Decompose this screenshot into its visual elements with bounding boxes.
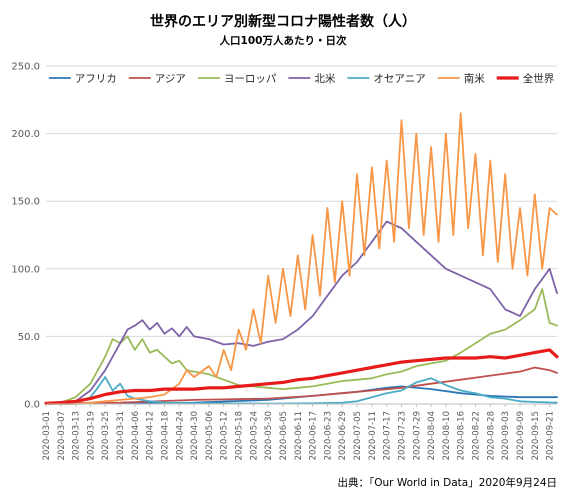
x-tick-label: 2020-09-03 [501, 411, 511, 460]
x-tick-label: 2020-03-25 [101, 411, 111, 460]
x-tick-label: 2020-03-07 [57, 411, 67, 460]
legend-label: 北米 [314, 72, 335, 85]
legend-item: アジア [128, 73, 186, 85]
y-tick-label: 150.0 [11, 197, 40, 208]
x-tick-label: 2020-08-04 [427, 411, 437, 460]
legend-item: ヨーロッパ [197, 73, 277, 85]
x-tick-label: 2020-04-06 [131, 411, 141, 460]
chart-subtitle: 人口100万人あたり・日次 [220, 34, 347, 47]
x-tick-label: 2020-07-29 [412, 411, 422, 460]
source-note: 出典：「Our World in Data」2020年9月24日 [338, 476, 558, 489]
x-tick-label: 2020-05-12 [220, 411, 230, 460]
x-tick-label: 2020-06-17 [309, 411, 319, 460]
legend-item: 南米 [437, 72, 485, 85]
legend-item: オセアニア [347, 73, 426, 85]
series-line-北米 [45, 220, 558, 405]
legend-item: 全世界 [496, 72, 555, 85]
chart-title: 世界のエリア別新型コロナ陽性者数（人） [150, 13, 416, 30]
x-tick-label: 2020-07-05 [353, 411, 363, 460]
x-tick-label: 2020-06-29 [338, 411, 348, 460]
x-tick-label: 2020-03-31 [116, 411, 126, 460]
grid-lines [46, 65, 557, 337]
legend-label: ヨーロッパ [224, 73, 277, 85]
legend: アフリカ アジア ヨーロッパ 北米 オセアニア 南米 全世界 [48, 72, 555, 85]
legend-label: アフリカ [75, 73, 117, 85]
x-tick-label: 2020-05-18 [235, 411, 245, 460]
x-tick-label: 2020-05-24 [249, 411, 259, 460]
legend-label: 全世界 [523, 72, 555, 85]
legend-label: アジア [155, 73, 186, 85]
legend-item: 北米 [288, 72, 336, 85]
x-tick-label: 2020-05-06 [205, 411, 215, 460]
legend-label: オセアニア [373, 73, 425, 85]
x-tick-label: 2020-09-09 [516, 411, 526, 460]
y-tick-label: 50.0 [18, 332, 40, 343]
y-tick-label: 200.0 [11, 129, 40, 140]
x-tick-label: 2020-04-30 [190, 411, 200, 460]
x-tick-label: 2020-03-19 [86, 411, 96, 460]
x-tick-label: 2020-04-12 [146, 411, 156, 460]
legend-item: アフリカ [48, 73, 117, 85]
x-tick-label: 2020-04-24 [175, 411, 185, 460]
x-tick-label: 2020-03-01 [42, 411, 52, 460]
x-tick-label: 2020-04-18 [160, 411, 170, 460]
x-tick-label: 2020-08-28 [486, 411, 496, 460]
x-tick-label: 2020-05-30 [264, 411, 274, 460]
x-tick-label: 2020-06-05 [279, 411, 289, 460]
y-tick-label: 100.0 [11, 264, 40, 275]
x-tick-label: 2020-09-21 [546, 411, 556, 460]
legend-label: 南米 [464, 72, 485, 85]
y-tick-label: 250.0 [11, 62, 40, 73]
y-tick-label: 0.0 [24, 400, 40, 411]
series-line-オセアニア [45, 376, 558, 405]
x-tick-label: 2020-09-15 [531, 411, 541, 460]
series-line-ヨーロッパ [45, 288, 558, 405]
series-line-全世界 [44, 348, 559, 405]
series-line-南米 [45, 112, 558, 405]
x-tick-label: 2020-08-10 [442, 411, 452, 460]
x-tick-label: 2020-07-23 [397, 411, 407, 460]
x-tick-label: 2020-03-13 [72, 411, 82, 460]
series-lines [44, 112, 559, 405]
x-tick-label: 2020-08-16 [457, 411, 467, 460]
x-tick-label: 2020-07-17 [383, 411, 393, 460]
x-tick-label: 2020-07-11 [368, 411, 378, 460]
x-tick-label: 2020-06-11 [294, 411, 304, 460]
x-tick-label: 2020-06-23 [323, 411, 333, 460]
axes: 0.0 50.0 100.0 150.0 200.0 250.0 2020-03-01 202… [11, 62, 557, 460]
x-tick-label: 2020-08-22 [472, 411, 482, 460]
series-line-アジア [45, 366, 558, 405]
